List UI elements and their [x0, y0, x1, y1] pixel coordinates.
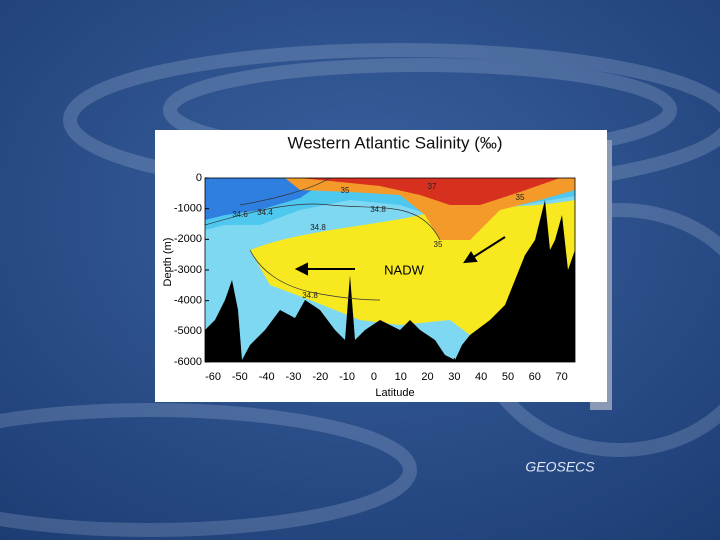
y-tick-label: -3000 [174, 264, 202, 276]
x-tick-label: 0 [371, 371, 377, 383]
x-tick-label: -20 [312, 371, 328, 383]
contour-label: 35 [434, 240, 443, 249]
arrow-head [463, 251, 478, 264]
y-tick-label: -5000 [174, 325, 202, 337]
x-tick-label: 70 [555, 371, 567, 383]
bathymetry [205, 200, 575, 362]
x-tick-label: -50 [232, 371, 248, 383]
y-tick-label: 0 [196, 172, 202, 184]
y-axis-label: Depth (m) [162, 238, 174, 287]
arrow-shaft [471, 236, 506, 259]
y-tick-label: -4000 [174, 295, 202, 307]
contour-label: 37 [428, 182, 437, 191]
contour-label: 35 [516, 193, 525, 202]
x-tick-label: -60 [205, 371, 221, 383]
x-tick-label: 60 [529, 371, 541, 383]
x-tick-label: -10 [339, 371, 355, 383]
y-tick-label: -1000 [174, 203, 202, 215]
x-tick-label: -30 [286, 371, 302, 383]
contour-lines [205, 178, 441, 301]
contour-label: 34.4 [257, 208, 273, 217]
contour-label: 34.8 [370, 205, 386, 214]
contour-label: 34.8 [302, 291, 318, 300]
x-tick-label: 50 [502, 371, 514, 383]
contour-label: 34.8 [310, 223, 326, 232]
x-tick-label: 10 [395, 371, 407, 383]
x-tick-label: 40 [475, 371, 487, 383]
contour-label: 35 [341, 186, 350, 195]
chart-title: Western Atlantic Salinity (‰) [287, 133, 502, 152]
y-tick-label: -2000 [174, 233, 202, 245]
y-tick-label: -6000 [174, 356, 202, 368]
x-tick-label: 20 [421, 371, 433, 383]
x-tick-label: -40 [259, 371, 275, 383]
arrow-head [294, 262, 308, 276]
annotation-box [378, 260, 430, 280]
arrows [294, 236, 506, 276]
contour-label: 34.6 [232, 210, 248, 219]
x-axis-label: Latitude [375, 387, 414, 399]
annotation: NADW [384, 262, 424, 277]
x-tick-label: 30 [448, 371, 460, 383]
credit: GEOSECS [525, 459, 595, 475]
saltiest-water [300, 178, 560, 205]
